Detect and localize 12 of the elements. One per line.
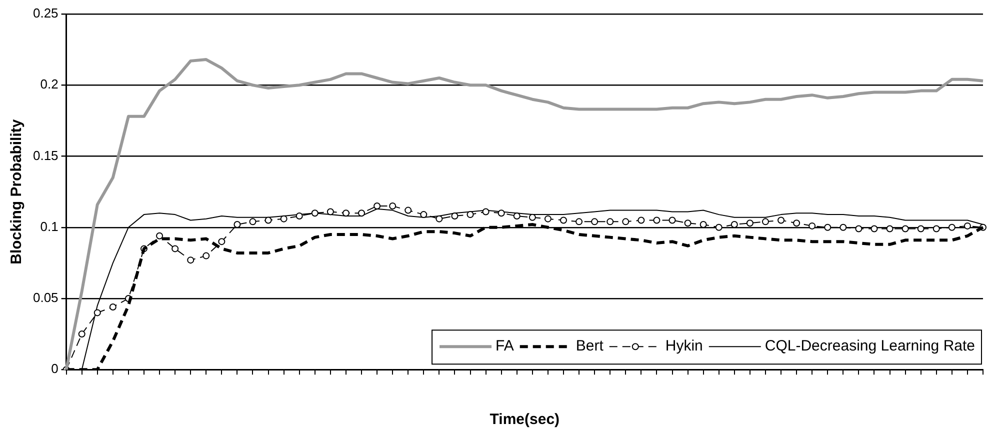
- legend-label: CQL-Decreasing Learning Rate: [764, 338, 976, 355]
- legend-label: Hykin: [665, 338, 703, 355]
- legend-label: Bert: [576, 338, 604, 355]
- y-tick-label: 0.15: [32, 148, 58, 163]
- y-tick-label: 0.25: [32, 6, 58, 21]
- y-tick-label: 0.05: [32, 290, 58, 306]
- y-tick-label: 0: [51, 361, 58, 376]
- legend-label: FA: [496, 338, 514, 355]
- y-tick-label: 0.1: [40, 218, 58, 234]
- x-axis-title: Time(sec): [490, 411, 560, 428]
- y-tick-label: 0.2: [40, 76, 58, 92]
- y-axis-title: Blocking Probability: [8, 118, 26, 264]
